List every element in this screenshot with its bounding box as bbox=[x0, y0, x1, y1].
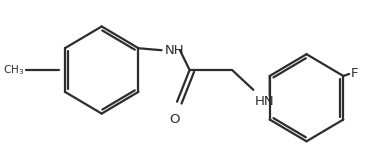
Text: NH: NH bbox=[165, 44, 184, 57]
Text: F: F bbox=[351, 67, 359, 80]
Text: O: O bbox=[169, 113, 179, 126]
Text: CH$_3$: CH$_3$ bbox=[3, 63, 24, 77]
Text: HN: HN bbox=[254, 95, 274, 108]
